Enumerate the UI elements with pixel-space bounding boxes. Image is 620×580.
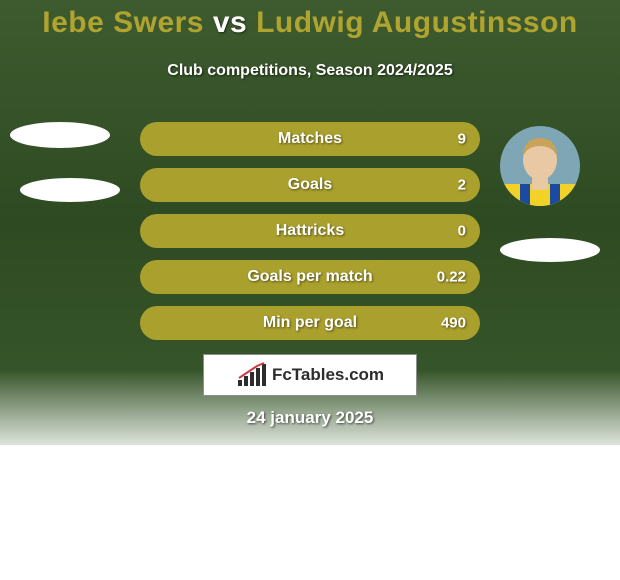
page-title: Iebe Swers vs Ludwig Augustinsson: [0, 6, 620, 40]
bar-label: Hattricks: [140, 222, 480, 240]
brand-badge: FcTables.com: [203, 354, 417, 396]
date-label: 24 january 2025: [0, 408, 620, 428]
player2-avatar: [500, 126, 580, 206]
title-player1: Iebe Swers: [42, 6, 204, 39]
bar-value: 0: [458, 223, 466, 240]
stat-bars: Matches 9 Goals 2 Hattricks 0 Goals per …: [140, 122, 480, 352]
bar-goals-per-match: Goals per match 0.22: [140, 260, 480, 294]
title-player2: Ludwig Augustinsson: [256, 6, 578, 39]
player2-avatar-placeholder: [500, 238, 600, 262]
bar-label: Matches: [140, 130, 480, 148]
bar-hattricks: Hattricks 0: [140, 214, 480, 248]
bar-value: 9: [458, 131, 466, 148]
title-vs: vs: [213, 6, 247, 39]
comparison-infographic: Iebe Swers vs Ludwig Augustinsson Club c…: [0, 0, 620, 580]
bar-label: Goals per match: [140, 268, 480, 286]
player1-avatar-placeholder-2: [20, 178, 120, 202]
brand-text: FcTables.com: [272, 365, 384, 385]
bar-value: 0.22: [437, 269, 466, 286]
bar-goals: Goals 2: [140, 168, 480, 202]
bar-min-per-goal: Min per goal 490: [140, 306, 480, 340]
bar-label: Goals: [140, 176, 480, 194]
bar-label: Min per goal: [140, 314, 480, 332]
subtitle: Club competitions, Season 2024/2025: [0, 62, 620, 80]
bar-value: 490: [441, 315, 466, 332]
bar-value: 2: [458, 177, 466, 194]
brand-icon: [236, 362, 266, 388]
player1-avatar-placeholder-1: [10, 122, 110, 148]
bar-matches: Matches 9: [140, 122, 480, 156]
